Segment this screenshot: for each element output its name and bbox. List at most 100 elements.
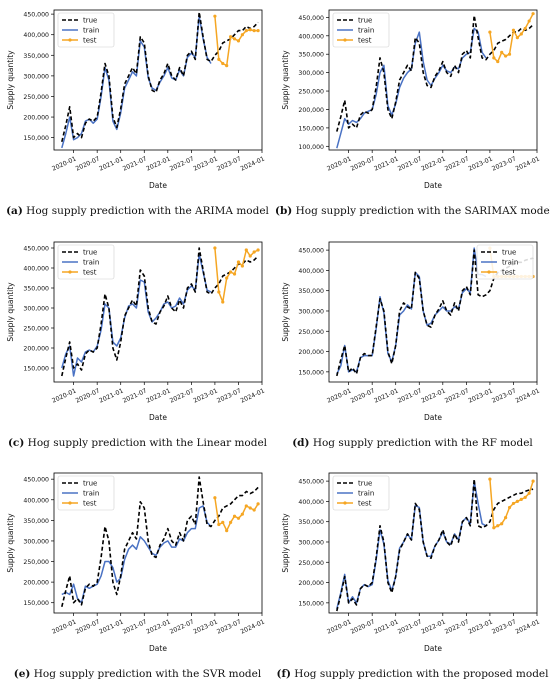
series-test-point — [519, 497, 523, 501]
y-tick-label: 200,000 — [23, 115, 49, 122]
legend-label-true: true — [83, 17, 97, 25]
caption-e: (e) Hog supply prediction with the SVR m… — [13, 668, 262, 680]
series-train-line — [61, 15, 212, 149]
series-test-point — [523, 26, 527, 31]
y-tick-label: 150,000 — [298, 600, 324, 607]
legend-marker-test — [68, 501, 72, 505]
series-test-point — [527, 491, 531, 495]
legend-marker-test — [487, 270, 491, 274]
legend-box — [476, 244, 534, 280]
x-tick-label: 2020-01 — [326, 387, 352, 404]
series-test-point — [527, 19, 531, 23]
x-tick-label: 2024-01 — [514, 155, 540, 172]
series-test-point — [229, 520, 233, 525]
series-test-point — [221, 520, 225, 525]
x-axis-label: Date — [149, 181, 167, 190]
chart-a: 150,000 200,000 250,000 300,000 350,000 400,0… — [6, 9, 266, 190]
y-axis-label: Supply quantity — [281, 513, 290, 573]
y-tick-label: 450,000 — [298, 479, 324, 486]
x-tick-label: 2022-07 — [169, 618, 195, 635]
x-tick-label: 2023-01 — [192, 155, 218, 172]
caption-f: (f) Hog supply prediction with the propo… — [276, 668, 549, 680]
y-tick-label: 200,000 — [298, 107, 324, 114]
x-tick-label: 2021-01 — [373, 155, 399, 172]
series-test-point — [531, 12, 535, 16]
series-test-point — [244, 28, 248, 33]
panel-e: 150,000 200,000 250,000 300,000 350,000 400,0… — [0, 463, 275, 694]
legend-label-test: test — [83, 37, 97, 45]
series-test-point — [252, 508, 256, 512]
chart-e: 150,000 200,000 250,000 300,000 350,000 400,0… — [6, 472, 266, 653]
series-train-line — [336, 247, 487, 375]
y-tick-label: 250,000 — [298, 329, 324, 336]
x-tick-label: 2021-07 — [397, 155, 423, 172]
panel-f: 150,000 200,000 250,000 300,000 350,000 400,0… — [275, 463, 550, 694]
legend-label-test: test — [83, 269, 97, 277]
y-axis-label: Supply quantity — [281, 50, 290, 110]
legend-marker-test — [343, 501, 347, 505]
legend-label-train: train — [358, 27, 374, 35]
series-test-point — [240, 33, 244, 37]
caption-c: (c) Hog supply prediction with the Linea… — [7, 437, 268, 449]
chart-b: 100,000 150,000 200,000 250,000 300,000 350,0… — [281, 9, 541, 190]
x-tick-label: 2022-01 — [420, 155, 446, 172]
series-group — [61, 11, 260, 149]
y-tick-label: 100,000 — [298, 144, 324, 151]
x-tick-label: 2020-07 — [350, 155, 376, 172]
series-test-point — [492, 56, 496, 60]
series-test-point — [217, 522, 221, 527]
series-test-point — [213, 14, 217, 18]
series-test-point — [507, 52, 512, 56]
x-tick-label: 2023-01 — [467, 155, 493, 172]
x-tick-label: 2022-01 — [145, 155, 171, 172]
series-test-point — [248, 254, 252, 258]
series-test-point — [500, 50, 504, 54]
y-tick-label: 150,000 — [298, 125, 324, 132]
series-group — [336, 477, 535, 612]
x-tick-label: 2022-07 — [444, 387, 470, 404]
y-tick-label: 400,000 — [298, 268, 324, 275]
x-tick-label: 2024-01 — [239, 155, 265, 172]
legend-label-true: true — [502, 249, 516, 257]
legend-label-true: true — [358, 17, 372, 25]
legend-label-test: test — [358, 37, 372, 45]
series-true-line — [61, 476, 259, 607]
legend-marker-test — [343, 38, 347, 42]
x-tick-label: 2020-07 — [75, 387, 101, 404]
x-tick-label: 2022-07 — [444, 155, 470, 172]
plot-frame — [53, 241, 263, 383]
y-tick-label: 250,000 — [23, 94, 49, 101]
series-train-line — [336, 27, 487, 149]
plot-frame — [328, 472, 538, 614]
series-test-point — [244, 248, 248, 252]
x-tick-label: 2022-07 — [169, 387, 195, 404]
caption-d: (d) Hog supply prediction with the RF mo… — [292, 437, 533, 449]
legend-label-true: true — [83, 249, 97, 257]
y-tick-label: 250,000 — [298, 560, 324, 567]
x-axis-label: Date — [149, 644, 167, 653]
x-tick-label: 2021-01 — [98, 155, 124, 172]
x-tick-label: 2022-07 — [444, 618, 470, 635]
series-true-line — [336, 249, 534, 377]
series-test-point — [248, 28, 252, 32]
series-test-point — [504, 516, 508, 520]
y-tick-label: 300,000 — [23, 306, 49, 313]
x-tick-label: 2023-07 — [216, 618, 242, 635]
legend: true train test — [332, 475, 390, 511]
x-tick-label: 2023-01 — [467, 387, 493, 404]
series-test-point — [252, 250, 256, 254]
series-test-point — [515, 499, 519, 504]
legend-label-train: train — [83, 259, 99, 267]
x-tick-label: 2023-07 — [491, 618, 517, 635]
x-tick-label: 2022-01 — [420, 618, 446, 635]
x-tick-label: 2021-01 — [98, 387, 124, 404]
series-test-point — [500, 522, 504, 526]
x-tick-label: 2021-01 — [98, 618, 124, 635]
y-axis-label: Supply quantity — [6, 282, 15, 342]
x-tick-label: 2022-01 — [420, 387, 446, 404]
y-tick-label: 350,000 — [298, 288, 324, 295]
x-tick-label: 2023-07 — [491, 387, 517, 404]
caption-a: (a) Hog supply prediction with the ARIMA… — [6, 205, 269, 217]
series-test-point — [256, 28, 260, 33]
series-test-point — [248, 506, 252, 510]
